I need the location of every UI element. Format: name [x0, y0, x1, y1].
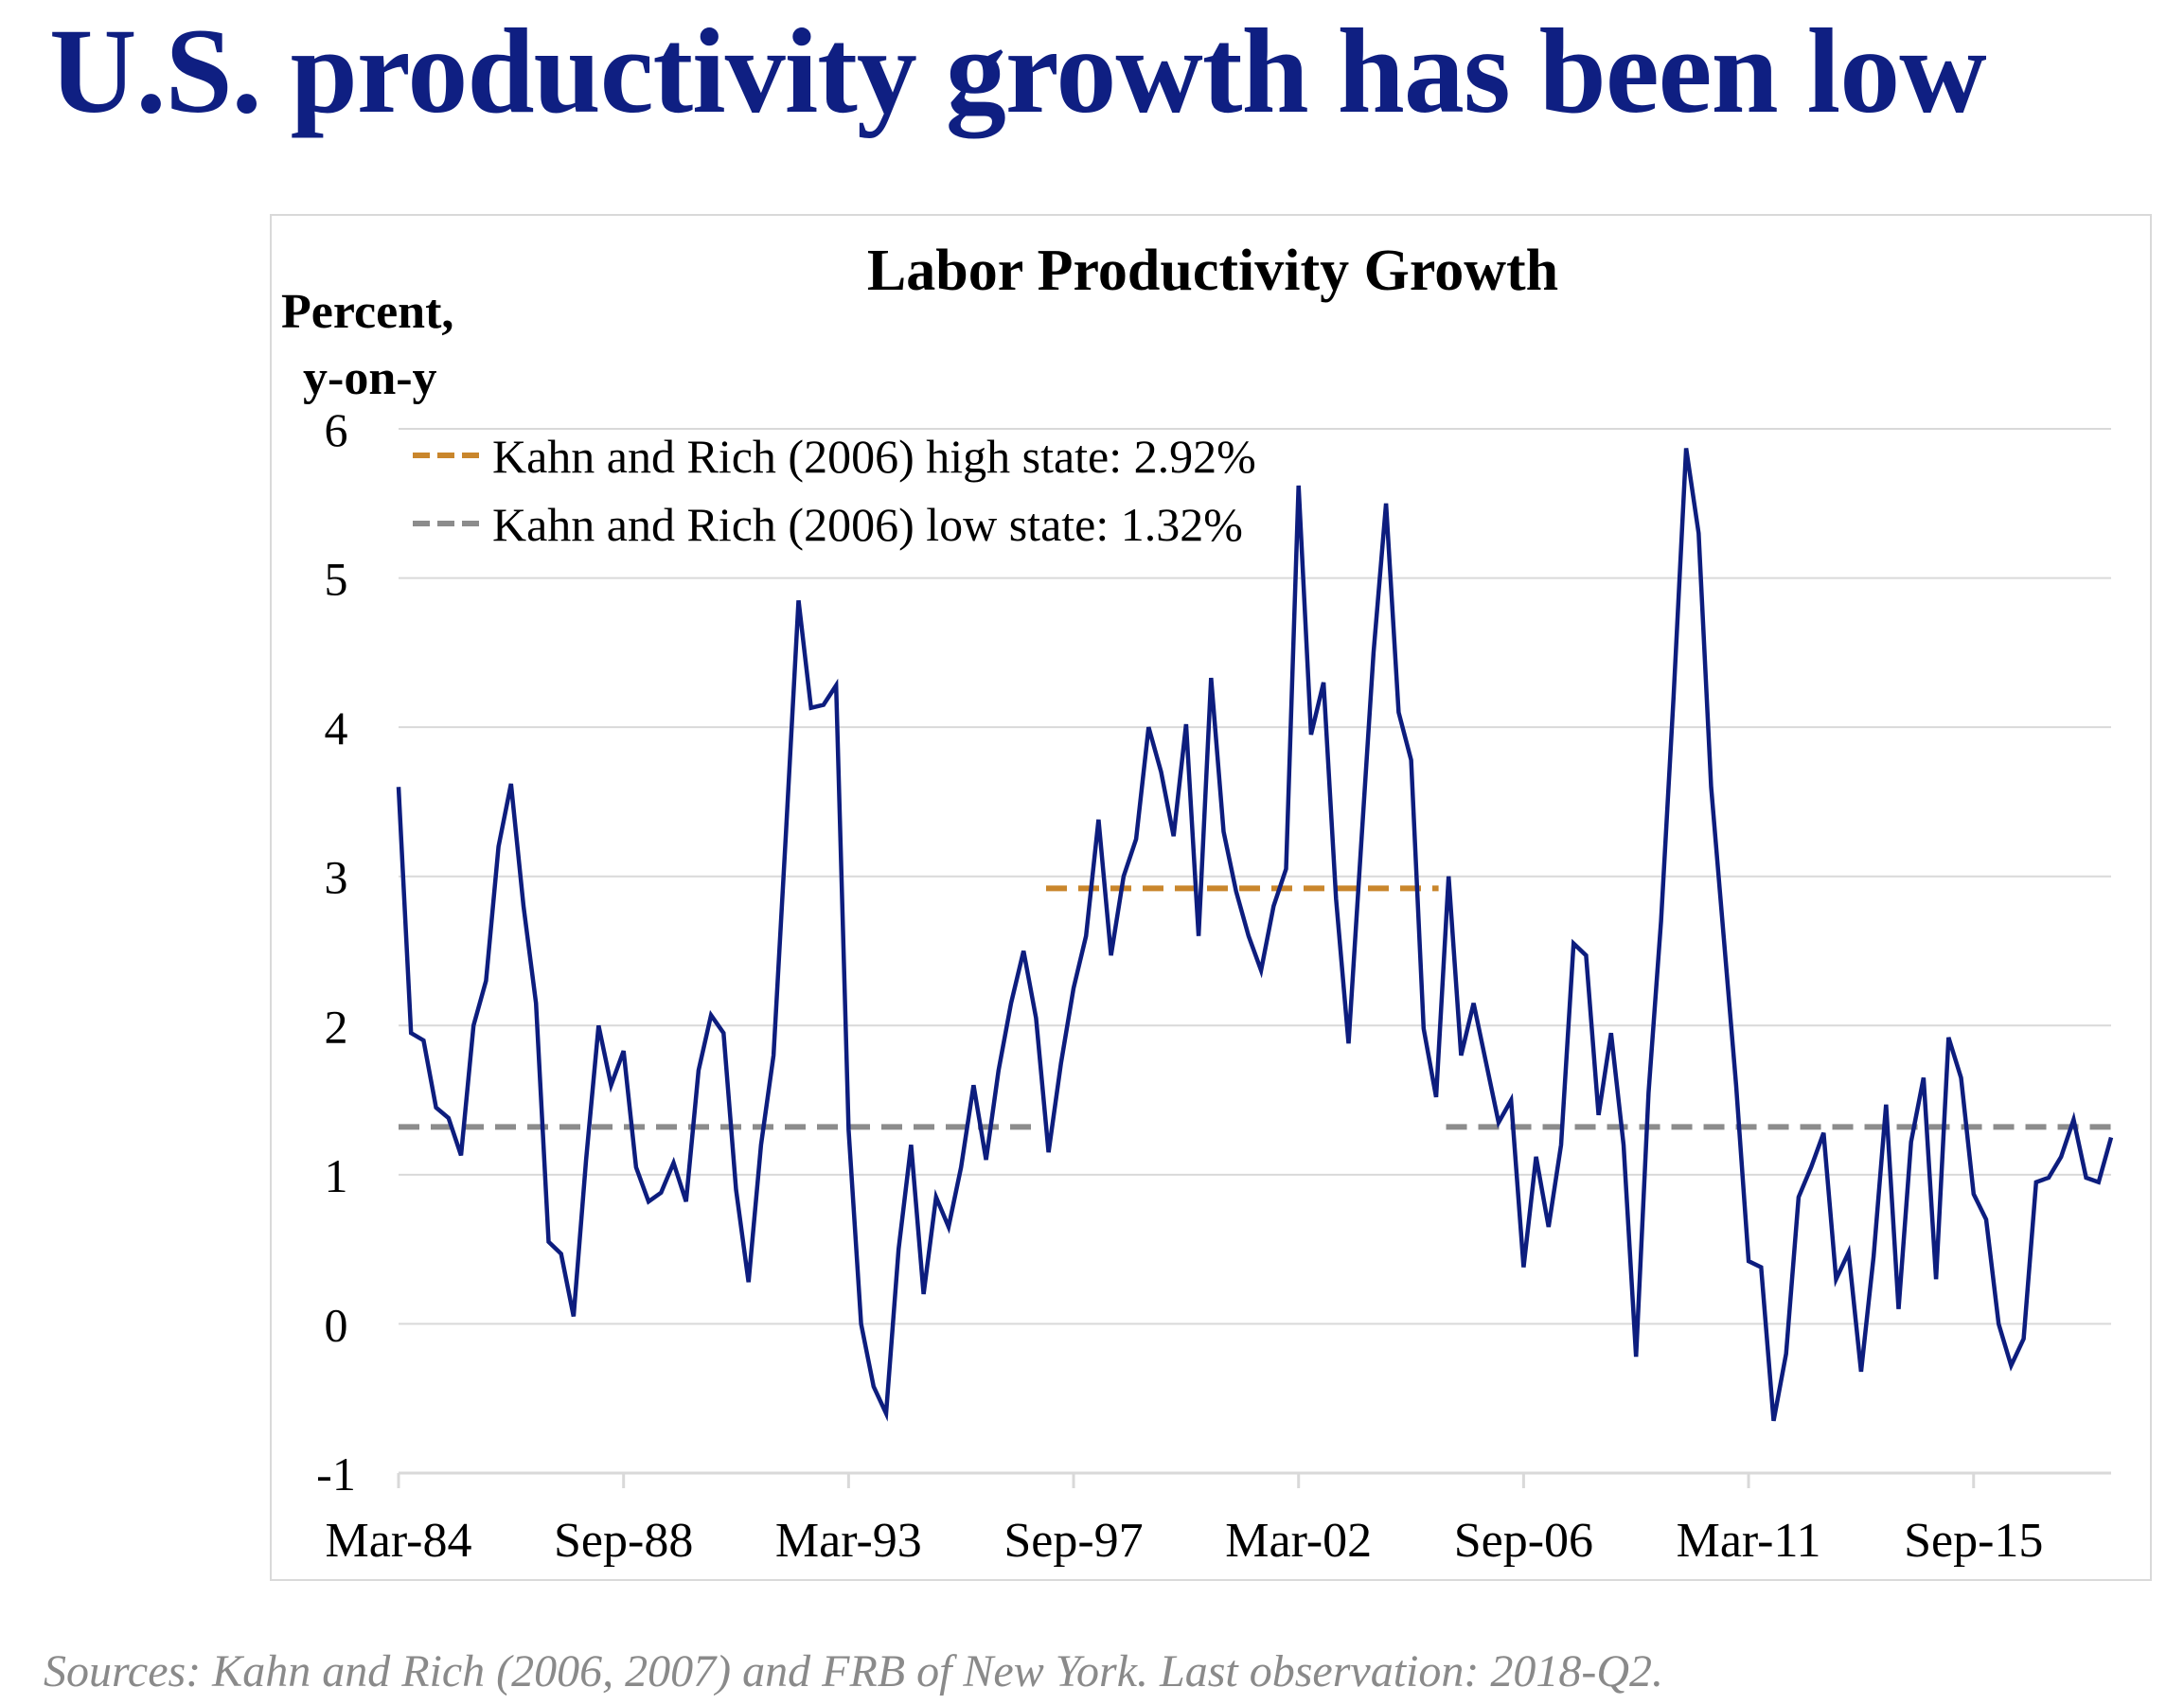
- x-tick-label: Sep-88: [554, 1514, 693, 1568]
- legend: Kahn and Rich (2006) high state: 2.92% Ka…: [413, 430, 1256, 551]
- x-tick-label: Mar-02: [1225, 1514, 1372, 1568]
- y-tick-label: 0: [325, 1298, 348, 1351]
- x-tick-labels: Mar-84 Sep-88 Mar-93 Sep-97 Mar-02 Sep-06 Mar-…: [326, 1514, 2044, 1568]
- y-tick-label: 1: [325, 1149, 348, 1202]
- y-tick-label: 6: [325, 403, 348, 456]
- chart-frame: [270, 214, 2152, 1581]
- legend-label: Kahn and Rich (2006) low state: 1.32%: [492, 498, 1243, 551]
- x-tick-label: Mar-93: [775, 1514, 922, 1568]
- y-tick-label: 3: [325, 851, 348, 904]
- y-tick-label: 2: [325, 1000, 348, 1053]
- legend-label: Kahn and Rich (2006) high state: 2.92%: [492, 430, 1256, 483]
- series: [396, 448, 2114, 1422]
- reference-lines: [399, 885, 2111, 1130]
- y-tick-label: -1: [316, 1447, 356, 1501]
- slide-title: U.S. productivity growth has been low: [49, 4, 1987, 138]
- y-tick-labels: -1 0 1 2 3 4 5 6: [316, 403, 356, 1501]
- x-tick-label: Sep-06: [1454, 1514, 1593, 1568]
- y-axis-label-line-2: y-on-y: [303, 351, 437, 405]
- source-footnote: Sources: Kahn and Rich (2006, 2007) and …: [44, 1646, 1664, 1696]
- productivity-line: [396, 448, 2114, 1422]
- y-tick-label: 4: [325, 702, 348, 755]
- x-tick-label: Sep-97: [1003, 1514, 1143, 1568]
- x-tick-label: Mar-11: [1677, 1514, 1821, 1568]
- y-axis-label-line-1: Percent,: [281, 285, 453, 339]
- x-tick-label: Sep-15: [1904, 1514, 2043, 1568]
- chart-title: Labor Productivity Growth: [867, 239, 1558, 303]
- y-tick-label: 5: [325, 553, 348, 606]
- gridlines: [399, 428, 2111, 1325]
- x-axis: [397, 1471, 2111, 1488]
- x-tick-label: Mar-84: [326, 1514, 472, 1568]
